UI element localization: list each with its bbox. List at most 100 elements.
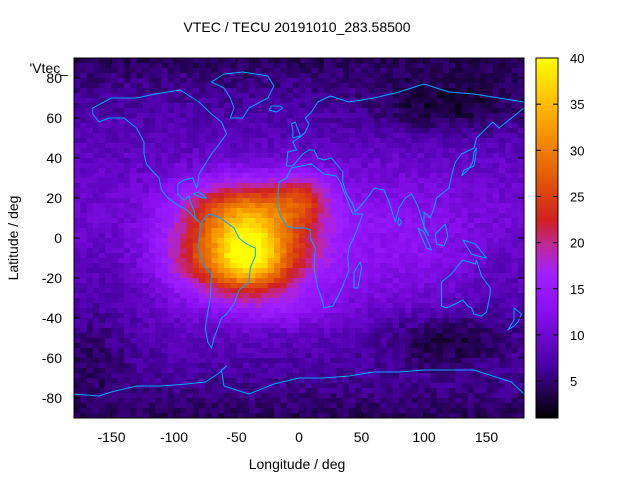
heatmap-cell xyxy=(355,363,363,369)
heatmap-cell xyxy=(474,108,481,114)
heatmap-cell xyxy=(174,328,181,334)
heatmap-cell xyxy=(317,348,325,354)
heatmap-cell xyxy=(99,268,106,274)
heatmap-cell xyxy=(386,163,394,169)
heatmap-cell xyxy=(124,268,131,274)
heatmap-cell xyxy=(324,73,331,79)
heatmap-cell xyxy=(361,73,369,79)
heatmap-cell xyxy=(499,208,506,214)
heatmap-cell xyxy=(324,108,331,114)
heatmap-cell xyxy=(74,118,81,124)
heatmap-cell xyxy=(99,328,106,334)
heatmap-cell xyxy=(317,78,325,84)
heatmap-cell xyxy=(155,293,163,299)
heatmap-cell xyxy=(74,373,81,379)
heatmap-cell xyxy=(405,243,413,249)
heatmap-cell xyxy=(330,398,338,404)
heatmap-cell xyxy=(499,148,506,154)
heatmap-cell xyxy=(211,218,219,224)
heatmap-cell xyxy=(186,278,194,284)
heatmap-cell xyxy=(361,388,369,394)
heatmap-cell xyxy=(174,163,181,169)
heatmap-cell xyxy=(380,73,388,79)
heatmap-cell xyxy=(424,388,431,394)
heatmap-cell xyxy=(399,113,406,119)
heatmap-cell xyxy=(186,373,194,379)
heatmap-cell xyxy=(317,88,325,94)
heatmap-cell xyxy=(86,348,94,354)
heatmap-cell xyxy=(349,178,356,184)
heatmap-cell xyxy=(405,68,413,74)
heatmap-cell xyxy=(317,228,325,234)
heatmap-cell xyxy=(424,288,431,294)
heatmap-cell xyxy=(517,278,524,284)
heatmap-cell xyxy=(74,173,81,179)
heatmap-cell xyxy=(330,313,338,319)
heatmap-cell xyxy=(199,343,206,349)
heatmap-cell xyxy=(380,273,388,279)
heatmap-cell xyxy=(474,293,481,299)
heatmap-cell xyxy=(99,178,106,184)
heatmap-cell xyxy=(199,63,206,69)
heatmap-cell xyxy=(249,223,256,229)
heatmap-cell xyxy=(405,78,413,84)
heatmap-cell xyxy=(155,203,163,209)
heatmap-cell xyxy=(242,308,250,314)
heatmap-cell xyxy=(186,218,194,224)
heatmap-cell xyxy=(224,163,231,169)
heatmap-cell xyxy=(361,133,369,139)
heatmap-cell xyxy=(424,383,431,389)
heatmap-cell xyxy=(261,88,269,94)
heatmap-cell xyxy=(149,328,156,334)
heatmap-cell xyxy=(242,273,250,279)
heatmap-cell xyxy=(249,403,256,409)
heatmap-cell xyxy=(99,308,106,314)
heatmap-cell xyxy=(367,388,375,394)
heatmap-cell xyxy=(180,238,188,244)
heatmap-cell xyxy=(92,208,100,214)
heatmap-cell xyxy=(267,303,275,309)
heatmap-cell xyxy=(455,378,463,384)
heatmap-cell xyxy=(305,233,313,239)
heatmap-cell xyxy=(455,218,463,224)
heatmap-cell xyxy=(486,313,494,319)
heatmap-cell xyxy=(317,193,325,199)
heatmap-cell xyxy=(105,88,113,94)
heatmap-cell xyxy=(230,153,238,159)
heatmap-cell xyxy=(305,188,313,194)
heatmap-cell xyxy=(199,163,206,169)
heatmap-cell xyxy=(399,203,406,209)
heatmap-cell xyxy=(155,313,163,319)
heatmap-cell xyxy=(74,283,81,289)
heatmap-cell xyxy=(267,183,275,189)
heatmap-cell xyxy=(311,88,319,94)
heatmap-cell xyxy=(292,318,300,324)
heatmap-cell xyxy=(199,188,206,194)
heatmap-cell xyxy=(417,108,425,114)
heatmap-cell xyxy=(130,298,138,304)
heatmap-cell xyxy=(161,343,169,349)
heatmap-cell xyxy=(424,103,431,109)
heatmap-cell xyxy=(186,403,194,409)
heatmap-cell xyxy=(249,228,256,234)
heatmap-cell xyxy=(317,128,325,134)
heatmap-cell xyxy=(174,83,181,89)
heatmap-cell xyxy=(142,393,150,399)
heatmap-cell xyxy=(117,193,125,199)
heatmap-cell xyxy=(261,113,269,119)
heatmap-cell xyxy=(411,308,419,314)
heatmap-cell xyxy=(236,73,244,79)
heatmap-cell xyxy=(467,123,475,129)
heatmap-cell xyxy=(292,308,300,314)
heatmap-cell xyxy=(211,128,219,134)
heatmap-cell xyxy=(449,398,456,404)
heatmap-cell xyxy=(299,388,306,394)
heatmap-cell xyxy=(499,248,506,254)
heatmap-cell xyxy=(249,333,256,339)
heatmap-cell xyxy=(99,123,106,129)
heatmap-cell xyxy=(236,363,244,369)
heatmap-cell xyxy=(242,403,250,409)
heatmap-cell xyxy=(111,118,119,124)
heatmap-cell xyxy=(217,173,225,179)
heatmap-cell xyxy=(80,313,88,319)
